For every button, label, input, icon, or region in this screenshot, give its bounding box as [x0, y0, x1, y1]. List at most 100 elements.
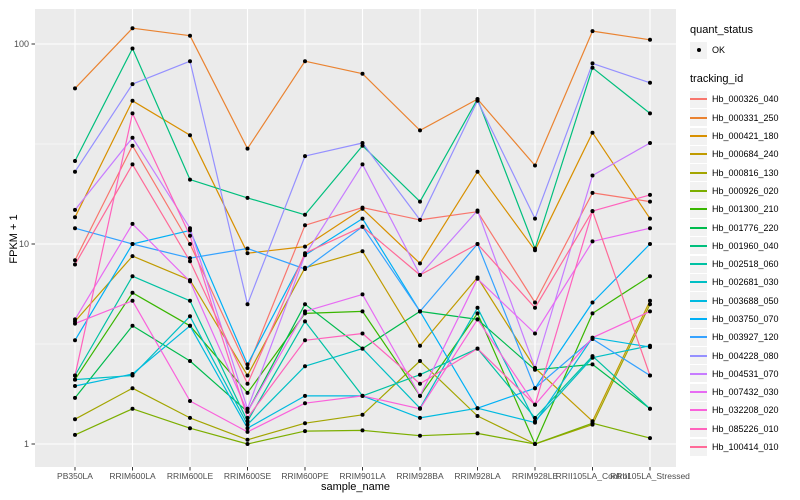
line-swatch-icon — [690, 281, 707, 284]
legend-item-Hb_003927_120: Hb_003927_120 — [690, 328, 800, 346]
legend-quant-status: quant_status OK — [690, 24, 800, 59]
x-tick-label: RRIM901LA — [339, 471, 386, 481]
data-point — [590, 421, 595, 426]
data-point — [475, 305, 480, 310]
data-point — [188, 298, 192, 303]
legend-key-swatch — [690, 347, 707, 365]
data-point — [245, 195, 250, 200]
legend-item-Hb_002681_030: Hb_002681_030 — [690, 273, 800, 291]
data-point — [475, 431, 480, 436]
data-point — [648, 199, 652, 204]
y-tick-label: 100 — [14, 39, 29, 49]
legend-item-Hb_000684_240: Hb_000684_240 — [690, 145, 800, 163]
data-point — [360, 309, 365, 314]
data-point — [533, 386, 537, 391]
data-point — [648, 141, 652, 145]
legend-item-Hb_003688_050: Hb_003688_050 — [690, 292, 800, 310]
data-point — [73, 417, 77, 422]
data-point — [73, 377, 77, 382]
legend-label: Hb_100414_010 — [712, 442, 779, 453]
data-point — [418, 381, 422, 386]
legend-label: Hb_032208_020 — [712, 405, 779, 416]
data-point — [73, 432, 77, 437]
data-point — [475, 346, 480, 351]
line-swatch-icon — [690, 427, 707, 430]
panel-background — [35, 9, 676, 467]
data-point — [303, 212, 307, 217]
data-point — [303, 364, 307, 369]
legend-label: Hb_003688_050 — [712, 295, 779, 306]
x-tick-label: RRIM600LE — [167, 471, 214, 481]
legend-key-ok — [690, 41, 707, 59]
data-point — [303, 244, 307, 249]
data-point — [188, 226, 192, 231]
legend-item-Hb_032208_020: Hb_032208_020 — [690, 401, 800, 419]
x-axis-title: sample_name — [320, 481, 391, 493]
legend-label: Hb_001300_210 — [712, 204, 779, 215]
legend-item-Hb_085226_010: Hb_085226_010 — [690, 420, 800, 438]
data-point — [188, 256, 192, 261]
legend-label: Hb_004531_070 — [712, 368, 779, 379]
data-point — [648, 309, 652, 314]
legend-label: Hb_000326_040 — [712, 94, 779, 105]
data-point — [648, 298, 652, 303]
line-swatch-icon — [690, 299, 707, 302]
legend-label: Hb_000331_250 — [712, 112, 779, 123]
legend-tracking-id: tracking_id Hb_000326_040 Hb_000331_250 Hb… — [690, 73, 800, 456]
data-point — [648, 274, 652, 279]
legend-key-swatch — [690, 127, 707, 145]
data-point — [303, 421, 307, 426]
data-point — [73, 86, 77, 91]
legend-key-swatch — [690, 90, 707, 108]
legend-key-swatch — [690, 200, 707, 218]
data-point — [245, 406, 250, 411]
data-point — [590, 209, 595, 214]
data-point — [648, 80, 652, 85]
data-point — [303, 251, 307, 256]
data-point — [303, 59, 307, 64]
data-point — [360, 292, 365, 297]
data-point — [245, 362, 250, 367]
data-point — [590, 190, 595, 195]
data-point — [73, 215, 77, 220]
line-swatch-icon — [690, 336, 707, 339]
legend-label: Hb_002518_060 — [712, 259, 779, 270]
data-point — [360, 249, 365, 254]
data-point — [130, 254, 135, 259]
data-point — [245, 146, 250, 151]
legend-item-Hb_000816_130: Hb_000816_130 — [690, 163, 800, 182]
data-point — [73, 169, 77, 174]
data-point — [418, 261, 422, 266]
data-point — [188, 415, 192, 420]
legend-label: Hb_007432_030 — [712, 387, 779, 398]
legend-label: Hb_000421_180 — [712, 131, 779, 142]
line-swatch-icon — [690, 391, 707, 394]
data-point — [418, 309, 422, 314]
data-point — [533, 305, 537, 310]
data-point — [188, 323, 192, 328]
legend-item-Hb_002518_060: Hb_002518_060 — [690, 255, 800, 273]
data-point — [130, 386, 135, 391]
data-point — [73, 317, 77, 322]
data-point — [533, 331, 537, 336]
line-swatch-icon — [690, 153, 707, 156]
data-point — [475, 406, 480, 411]
line-swatch-icon — [690, 208, 707, 211]
data-point — [360, 216, 365, 221]
data-point — [533, 163, 537, 168]
legend-key-swatch — [690, 237, 707, 255]
data-point — [360, 331, 365, 336]
data-point — [360, 162, 365, 167]
data-point — [648, 345, 652, 350]
data-point — [590, 65, 595, 70]
legend-key-swatch — [690, 255, 707, 273]
data-point — [188, 399, 192, 403]
line-swatch-icon — [690, 318, 707, 320]
legend-key-swatch — [690, 438, 707, 456]
data-point — [360, 346, 365, 351]
line-swatch-icon — [690, 226, 707, 229]
data-point — [245, 426, 250, 431]
line-swatch-icon — [690, 372, 707, 375]
legend-key-swatch — [690, 273, 707, 291]
